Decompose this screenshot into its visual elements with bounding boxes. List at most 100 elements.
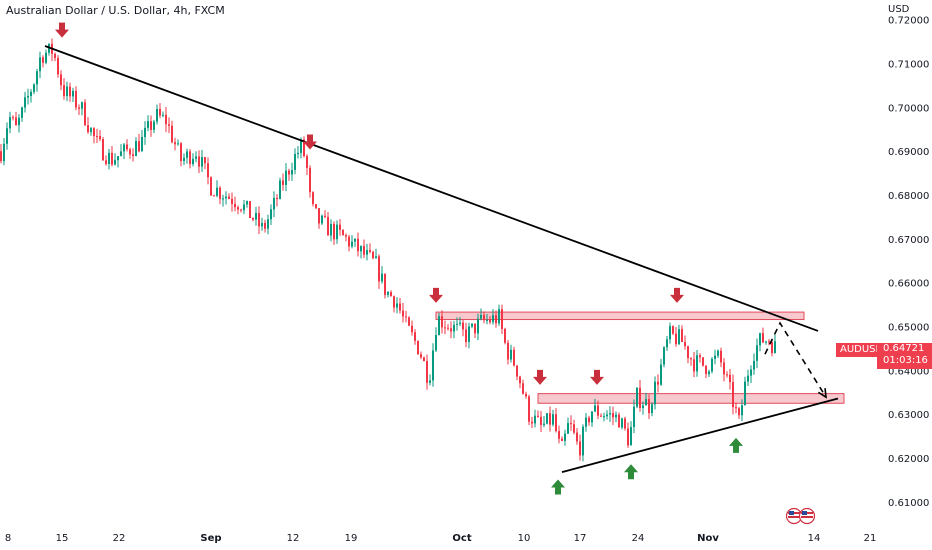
candle <box>561 436 563 442</box>
candle <box>72 87 74 102</box>
candle <box>678 324 680 346</box>
candle <box>621 417 623 430</box>
x-tick-label: 14 <box>808 533 821 544</box>
arrow-down-icon <box>670 287 684 303</box>
candle <box>774 334 776 354</box>
candle <box>303 136 305 158</box>
candle <box>249 201 251 219</box>
y-tick-label: 0.67000 <box>888 235 929 246</box>
candle <box>192 153 194 167</box>
candle <box>324 210 326 219</box>
candle <box>726 371 728 378</box>
candle <box>63 78 65 100</box>
candle <box>240 208 242 213</box>
candle <box>81 101 83 116</box>
x-axis: 8 15 22 Sep 12 19 Oct 10 17 24 Nov 14 21 <box>5 533 877 544</box>
candle <box>675 327 677 347</box>
candle <box>372 250 374 260</box>
candle <box>384 273 386 299</box>
candle <box>402 302 404 323</box>
candle <box>279 177 281 200</box>
candle <box>663 346 665 368</box>
candle <box>213 194 215 197</box>
candle <box>735 402 737 414</box>
trendlines-layer <box>44 45 839 473</box>
candle <box>177 139 179 146</box>
y-tick-label: 0.63000 <box>888 410 929 421</box>
candle <box>495 310 497 328</box>
last-price-tag: 0.64721 01:03:16 <box>877 343 932 369</box>
candle <box>117 156 119 168</box>
candle <box>183 153 185 166</box>
candle <box>504 327 506 345</box>
candle <box>471 323 473 329</box>
currency-flags-icon[interactable] <box>786 507 816 525</box>
candle <box>624 416 626 431</box>
candle <box>711 356 713 374</box>
candle <box>111 145 113 167</box>
candle <box>639 379 641 412</box>
candle <box>87 117 89 134</box>
candle <box>771 339 773 357</box>
candle <box>174 137 176 151</box>
candle <box>738 406 740 420</box>
candle <box>108 149 110 170</box>
y-axis: 0.72000 0.71000 0.70000 0.69000 0.68000 0.670… <box>888 16 929 509</box>
descending-resistance <box>44 45 819 332</box>
candle <box>222 194 224 207</box>
candle <box>603 412 605 422</box>
candle <box>486 314 488 325</box>
x-tick-label: 19 <box>345 533 358 544</box>
candle <box>510 344 512 363</box>
candle <box>672 325 674 335</box>
candle <box>687 345 689 364</box>
candle <box>702 357 704 367</box>
candle <box>645 392 647 406</box>
y-tick-label: 0.65000 <box>888 323 929 334</box>
y-tick-label: 0.61000 <box>888 498 929 509</box>
candle <box>51 38 53 62</box>
candle <box>765 340 767 345</box>
candle <box>366 243 368 261</box>
candle <box>465 322 467 348</box>
candle <box>618 412 620 428</box>
candle <box>288 168 290 181</box>
x-tick-label: 17 <box>574 533 587 544</box>
candle <box>42 55 44 68</box>
candle <box>435 327 437 353</box>
candle <box>120 144 122 157</box>
candle <box>657 374 659 393</box>
candle <box>270 204 272 226</box>
candle <box>609 406 611 422</box>
candle <box>432 343 434 387</box>
candle <box>45 49 47 65</box>
candle <box>0 143 2 164</box>
candle <box>90 127 92 136</box>
candle <box>60 70 62 91</box>
candle <box>159 103 161 119</box>
y-tick-label: 0.66000 <box>888 279 929 290</box>
candle <box>516 365 518 381</box>
candle <box>336 220 338 244</box>
candle <box>576 428 578 445</box>
candle <box>714 349 716 365</box>
support-zone <box>537 393 845 404</box>
currency-label: USD <box>888 4 910 15</box>
arrow-up-icon <box>729 437 743 453</box>
candle <box>39 51 41 79</box>
y-tick-label: 0.64000 <box>888 366 929 377</box>
candle <box>546 412 548 425</box>
candle <box>261 217 263 231</box>
arrow-down-icon <box>429 287 443 303</box>
candle <box>315 204 317 210</box>
x-tick-label: Oct <box>452 533 471 544</box>
candle <box>708 369 710 377</box>
candle <box>699 353 701 363</box>
candle <box>267 214 269 235</box>
x-tick-label: 8 <box>5 533 11 544</box>
candle <box>492 309 494 325</box>
candle <box>549 406 551 432</box>
y-tick-label: 0.62000 <box>888 454 929 465</box>
